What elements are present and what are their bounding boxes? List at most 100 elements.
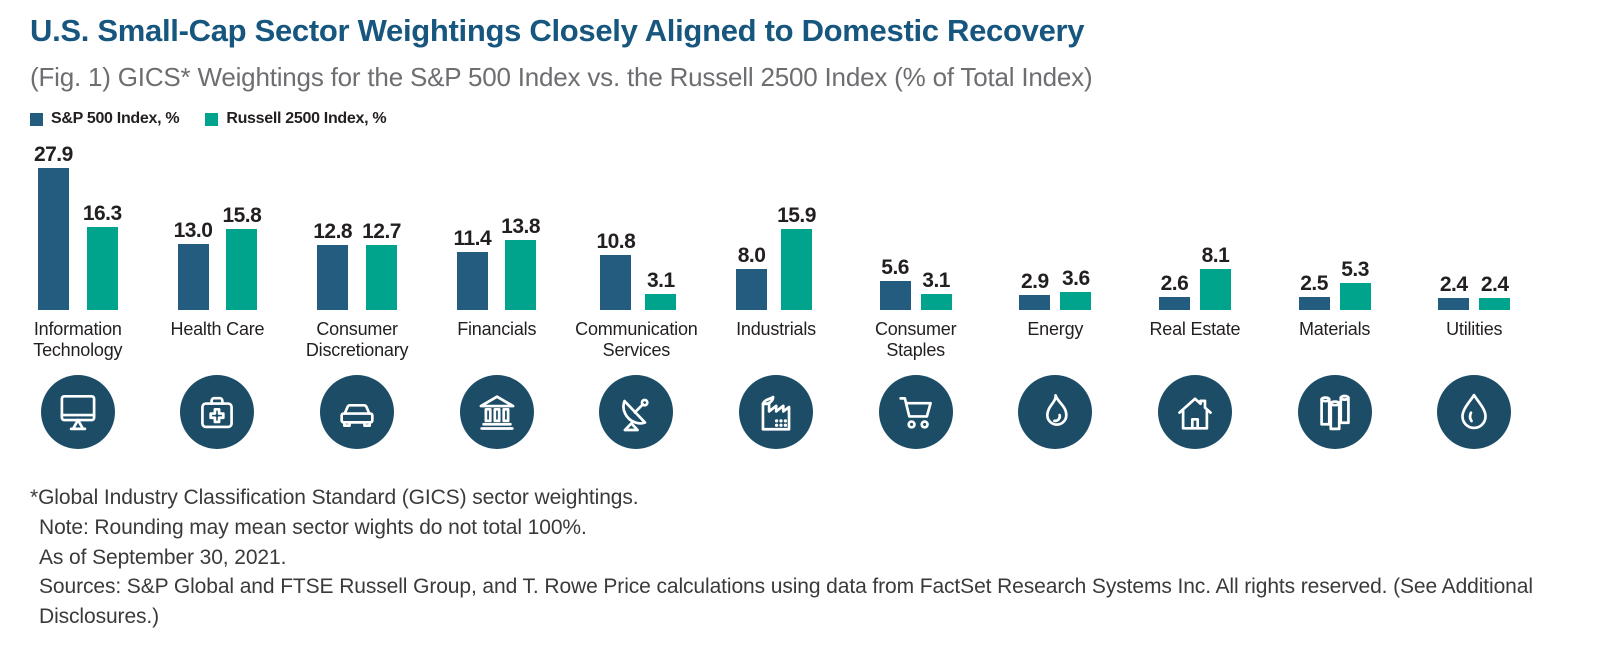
bar-russell2500: [366, 245, 398, 310]
sector-label: Financials: [457, 319, 537, 339]
factory-icon: [761, 395, 791, 431]
sector-label: Health Care: [170, 319, 265, 339]
sector-group: 2.9 3.6 Energy: [985, 142, 1125, 449]
bank-icon: [479, 395, 515, 430]
bar-value-label: 3.1: [646, 269, 675, 292]
sector-label: Real Estate: [1149, 319, 1241, 339]
figure-subtitle: (Fig. 1) GICS* Weightings for the S&P 50…: [30, 62, 1093, 92]
sector-group: 2.6 8.1 Real Estate: [1125, 142, 1265, 449]
sector-icon-circle: [739, 375, 814, 449]
bar-sp500: [1019, 295, 1051, 310]
sector-group: 11.4 13.8 Financials: [427, 142, 567, 449]
bar-value-label: 16.3: [82, 202, 122, 225]
car-icon: [340, 403, 374, 427]
sector-group: 12.8 12.7 Consumer Discretionary: [287, 142, 427, 449]
bar-sp500: [177, 244, 209, 310]
bar-value-label: 8.0: [737, 244, 766, 267]
legend-item-russell2500: Russell 2500 Index, %: [205, 110, 387, 128]
sector-icon-circle: [1297, 375, 1372, 449]
bar-value-label: 12.7: [362, 220, 401, 243]
bar-russell2500: [1060, 292, 1092, 310]
sector-icon-circle: [599, 375, 674, 449]
bar-sp500: [879, 281, 911, 310]
house-icon: [1178, 397, 1212, 430]
bar-value-label: 2.4: [1439, 273, 1468, 296]
bar-value-label: 5.6: [881, 256, 909, 279]
bar-sp500: [456, 252, 488, 310]
sector-label: Communication Services: [575, 319, 698, 361]
bar-value-label: 5.3: [1341, 258, 1369, 281]
bar-russell2500: [781, 229, 813, 310]
bar-russell2500: [86, 227, 118, 310]
bar-sp500: [1158, 297, 1190, 310]
bar-russell2500: [645, 294, 677, 310]
bar-value-label: 13.0: [173, 219, 213, 242]
shopping-cart-icon: [898, 397, 932, 429]
bar-sp500: [736, 269, 768, 310]
footnote-rounding: Note: Rounding may mean sector wights do…: [39, 515, 587, 539]
satellite-dish-icon: [622, 398, 650, 432]
sector-icon-circle: [40, 375, 115, 449]
sector-label: Utilities: [1446, 319, 1503, 339]
sector-group: 2.5 5.3 Materials: [1265, 142, 1405, 449]
sector-group: 8.0 15.9 Industrials: [706, 142, 846, 449]
sector-group: 5.6 3.1 Consumer Staples: [846, 142, 986, 449]
bar-russell2500: [1479, 298, 1511, 310]
sector-label: Materials: [1298, 319, 1371, 339]
bar-value-label: 12.8: [313, 220, 353, 243]
bar-value-label: 3.6: [1061, 267, 1090, 290]
sector-label: Consumer Staples: [874, 319, 957, 361]
page-title: U.S. Small-Cap Sector Weightings Closely…: [30, 13, 1085, 48]
bar-russell2500: [1199, 269, 1231, 310]
sector-group: 10.8 3.1 Communication Services: [567, 142, 707, 449]
bar-sp500: [317, 245, 349, 310]
footnotes: *Global Industry Classification Standard…: [0, 483, 1600, 632]
bar-russell2500: [920, 294, 952, 310]
sector-group: 13.0 15.8 Health Care: [148, 142, 288, 449]
bar-value-label: 13.8: [501, 215, 541, 238]
bar-value-label: 2.5: [1300, 272, 1328, 295]
bar-value-label: 2.6: [1160, 272, 1189, 295]
bar-value-label: 11.4: [453, 227, 492, 250]
bar-value-label: 3.1: [922, 269, 950, 292]
russell2500-swatch-icon: [205, 112, 219, 126]
sector-group: 2.4 2.4 Utilities: [1404, 142, 1544, 449]
medical-bag-icon: [201, 396, 234, 429]
bar-value-label: 27.9: [33, 143, 73, 166]
sector-label: Industrials: [736, 319, 816, 339]
legend-label: S&P 500 Index, %: [51, 110, 180, 127]
sector-group: 27.9 16.3 Information Technology: [8, 142, 148, 449]
water-drop-icon: [1461, 393, 1488, 430]
bar-russell2500: [505, 240, 537, 310]
footnote-asof-date: As of September 30, 2021.: [39, 545, 287, 569]
bar-russell2500: [226, 229, 258, 310]
sector-label: Consumer Discretionary: [305, 319, 409, 361]
bar-value-label: 2.9: [1020, 270, 1049, 293]
sector-icon-circle: [459, 375, 534, 449]
sector-icon-circle: [320, 375, 395, 449]
bar-value-label: 2.4: [1480, 273, 1509, 296]
bar-sp500: [600, 255, 632, 310]
monitor-icon: [60, 394, 96, 431]
footnote-gics: *Global Industry Classification Standard…: [30, 486, 639, 509]
legend-label: Russell 2500 Index, %: [226, 110, 387, 127]
sector-label: Information Technology: [33, 319, 123, 361]
pipes-icon: [1319, 394, 1350, 431]
bar-sp500: [1298, 297, 1330, 310]
sector-icon-circle: [1018, 375, 1093, 449]
chart-legend: S&P 500 Index, % Russell 2500 Index, %: [0, 110, 1600, 128]
bar-value-label: 15.8: [222, 204, 262, 227]
sp500-swatch-icon: [30, 112, 43, 126]
flame-icon: [1046, 393, 1068, 426]
chart-groups: 27.9 16.3 Information Technology 13.0 15.8 He…: [0, 142, 1600, 449]
legend-item-sp500: S&P 500 Index, %: [30, 110, 180, 128]
bar-value-label: 8.1: [1201, 244, 1230, 267]
bar-value-label: 10.8: [596, 230, 636, 253]
bar-russell2500: [1339, 283, 1371, 310]
bar-value-label: 15.9: [777, 204, 816, 227]
bar-sp500: [1438, 298, 1470, 310]
sector-icon-circle: [1157, 375, 1232, 449]
sector-icon-circle: [180, 375, 255, 449]
footnote-sources: Sources: S&P Global and FTSE Russell Gro…: [39, 575, 1533, 629]
